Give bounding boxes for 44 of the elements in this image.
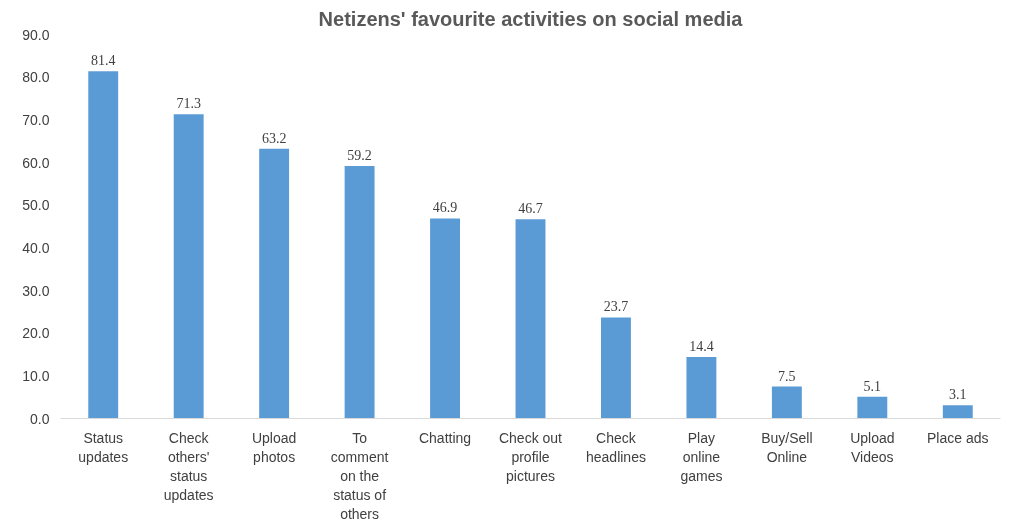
- bar: [942, 405, 973, 419]
- bar: [515, 219, 546, 419]
- y-tick-label: 20.0: [22, 325, 50, 342]
- y-tick-label: 90.0: [22, 26, 50, 43]
- data-label: 14.4: [689, 339, 714, 355]
- data-label: 59.2: [347, 147, 372, 163]
- x-tick-label: Upload photos: [251, 429, 297, 465]
- bar: [686, 357, 717, 419]
- chart-title: Netizens' favourite activities on social media: [318, 7, 744, 30]
- y-tick-label: 70.0: [22, 111, 50, 128]
- y-tick-label: 60.0: [22, 154, 50, 171]
- data-label: 23.7: [603, 299, 629, 315]
- x-tick-label: Check out profile pictures: [498, 429, 563, 484]
- data-label: 3.1: [949, 387, 967, 403]
- bar: [259, 148, 290, 419]
- data-label: 5.1: [863, 378, 882, 394]
- bar: [857, 396, 888, 419]
- bar: [601, 317, 631, 419]
- x-tick-label: Play online games: [680, 429, 723, 484]
- bar: [88, 71, 119, 419]
- x-tick-label: Status updates: [78, 429, 129, 465]
- x-tick-label: Check headlines: [585, 429, 646, 465]
- bar: [344, 165, 375, 419]
- y-tick-label: 40.0: [22, 239, 50, 256]
- x-tick-label: Buy/Sell Online: [761, 429, 813, 465]
- x-tick-label: Upload Videos: [850, 429, 895, 465]
- bar: [771, 386, 802, 419]
- data-label: 46.7: [518, 201, 543, 217]
- bar: [430, 218, 460, 419]
- data-label: 81.4: [90, 53, 116, 69]
- data-label: 46.9: [432, 200, 458, 216]
- bar: [173, 114, 204, 419]
- data-label: 7.5: [778, 368, 796, 384]
- y-tick-label: 50.0: [22, 197, 50, 214]
- data-label: 71.3: [176, 96, 201, 112]
- y-tick-label: 10.0: [22, 367, 50, 384]
- y-tick-label: 80.0: [22, 69, 50, 86]
- x-tick-label: Chatting: [418, 429, 472, 446]
- x-tick-label: Check others' status updates: [163, 429, 214, 504]
- x-tick-label: To comment on the status of others: [330, 429, 389, 523]
- y-tick-label: 30.0: [22, 282, 50, 299]
- data-label: 63.2: [261, 130, 287, 146]
- x-tick-label: Place ads: [927, 429, 989, 446]
- y-tick-label: 0.0: [30, 410, 50, 427]
